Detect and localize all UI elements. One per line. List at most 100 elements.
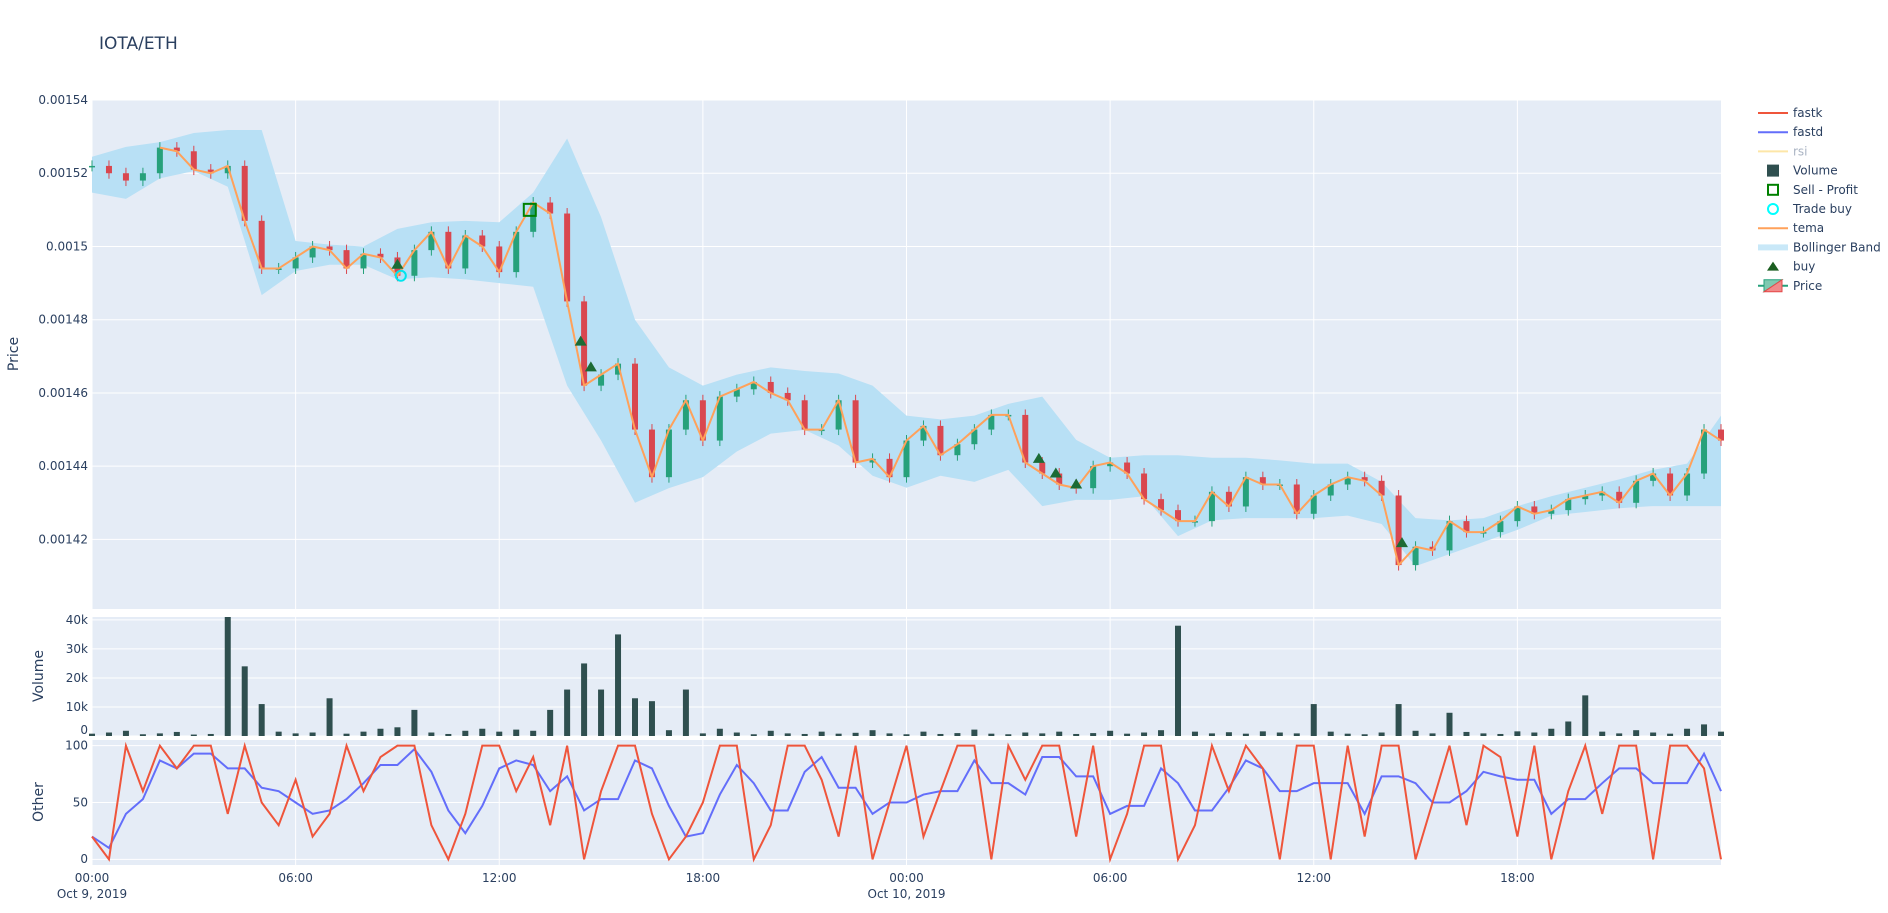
volume-bar xyxy=(1633,730,1640,736)
volume-bar xyxy=(1378,732,1385,736)
candle xyxy=(1497,515,1504,538)
candle xyxy=(445,226,452,274)
candle-body xyxy=(513,231,520,273)
y-tick-label: 0.00152 xyxy=(38,166,88,180)
trade-buy-marker xyxy=(394,269,407,282)
volume-bar xyxy=(224,617,231,736)
volume-bar xyxy=(89,733,95,736)
triangle-up-icon xyxy=(1767,261,1779,271)
legend-item-sell-profit[interactable]: Sell - Profit xyxy=(1767,183,1858,197)
volume-bar xyxy=(1531,732,1538,736)
volume-bar xyxy=(1276,732,1283,736)
candle xyxy=(1361,471,1368,487)
candle-body xyxy=(309,246,316,258)
candle xyxy=(309,240,316,263)
candle-body xyxy=(479,235,486,247)
y-tick-label: 100 xyxy=(65,739,88,753)
y-tick-label: 0.00142 xyxy=(38,532,88,546)
tema-path xyxy=(159,146,1722,567)
volume-bar xyxy=(1412,730,1419,736)
volume-bar xyxy=(581,663,588,736)
volume-bar xyxy=(530,730,537,736)
legend-item-trade-buy[interactable]: Trade buy xyxy=(1767,202,1852,216)
legend-item-rsi[interactable]: rsi xyxy=(1758,144,1808,158)
volume-bar xyxy=(869,730,876,736)
volume-bar xyxy=(920,731,927,736)
volume-bar xyxy=(326,698,333,736)
volume-bar xyxy=(767,730,774,736)
volume-bar xyxy=(513,729,520,736)
candle xyxy=(1548,504,1555,520)
volume-bar xyxy=(632,698,638,736)
chart-title: IOTA/ETH xyxy=(99,34,178,54)
candle-body xyxy=(241,165,248,221)
candle-body xyxy=(1565,499,1572,511)
volume-bar xyxy=(1242,733,1249,736)
candle-body xyxy=(1242,477,1249,507)
x-tick-label: 00:00 xyxy=(889,871,924,885)
candle-body xyxy=(784,392,791,401)
candle xyxy=(564,208,571,307)
candle-body xyxy=(1141,473,1148,500)
legend-item-fastd[interactable]: fastd xyxy=(1758,125,1823,139)
volume-bar xyxy=(750,734,757,736)
volume-bar xyxy=(1616,733,1623,736)
candle-body xyxy=(971,429,978,445)
candle-body xyxy=(699,400,706,441)
buy-marker xyxy=(1070,478,1083,489)
y-tick-label: 0.00148 xyxy=(38,313,88,327)
legend-item-buy[interactable]: buy xyxy=(1767,260,1815,274)
y-tick-label: 0.00144 xyxy=(38,459,88,473)
candle-body xyxy=(920,425,927,441)
volume-bar xyxy=(801,733,808,736)
volume-bar xyxy=(1310,704,1317,736)
y-tick-label: 0 xyxy=(80,723,88,737)
candle-body xyxy=(1022,414,1029,463)
y-tick-label: 30k xyxy=(66,642,88,656)
legend-item-tema[interactable]: tema xyxy=(1758,221,1824,235)
candle xyxy=(241,160,248,227)
volume-bar xyxy=(1225,732,1232,736)
candle xyxy=(648,424,655,483)
volume-bar xyxy=(309,732,316,736)
volume-bar xyxy=(1361,734,1368,736)
candle xyxy=(1124,457,1131,480)
candle-body xyxy=(1208,491,1215,522)
candle-body xyxy=(988,414,995,430)
candle-body xyxy=(1090,466,1097,489)
candle-body xyxy=(1718,429,1724,441)
candle-body xyxy=(105,165,112,174)
legend-label: buy xyxy=(1793,260,1815,274)
candle-body xyxy=(1378,480,1385,496)
candle-body xyxy=(1412,546,1419,566)
legend-item-bollinger-band[interactable]: Bollinger Band xyxy=(1758,240,1881,254)
x-tick-label: 18:00 xyxy=(1500,871,1535,885)
candle-body xyxy=(682,400,689,430)
candle xyxy=(360,248,367,274)
candle xyxy=(377,248,384,263)
candle xyxy=(173,142,180,157)
candle-body xyxy=(1259,477,1266,485)
legend-item-volume[interactable]: Volume xyxy=(1767,164,1838,178)
fastd-line xyxy=(91,747,1722,850)
candle xyxy=(1565,493,1572,516)
y-tick-label: 0.0015 xyxy=(46,239,88,253)
circle-open-icon xyxy=(1767,203,1779,215)
volume-bar xyxy=(377,728,384,736)
sell-profit-marker xyxy=(522,202,537,217)
candle-body xyxy=(564,213,571,302)
legend-item-fastk[interactable]: fastk xyxy=(1758,106,1823,120)
legend-item-price[interactable]: Price xyxy=(1758,279,1822,293)
candle-body xyxy=(1548,510,1555,514)
volume-bar xyxy=(988,733,995,736)
volume-bar xyxy=(156,733,163,736)
volume-bar xyxy=(1005,734,1012,736)
volume-bar xyxy=(615,634,622,736)
candle xyxy=(716,391,723,447)
volume-bar xyxy=(190,734,197,736)
candle-body xyxy=(615,363,622,375)
x-tick-label: 12:00 xyxy=(1296,871,1331,885)
volume-bar xyxy=(1650,732,1657,736)
candle xyxy=(1582,489,1589,505)
candle-body xyxy=(292,257,299,269)
